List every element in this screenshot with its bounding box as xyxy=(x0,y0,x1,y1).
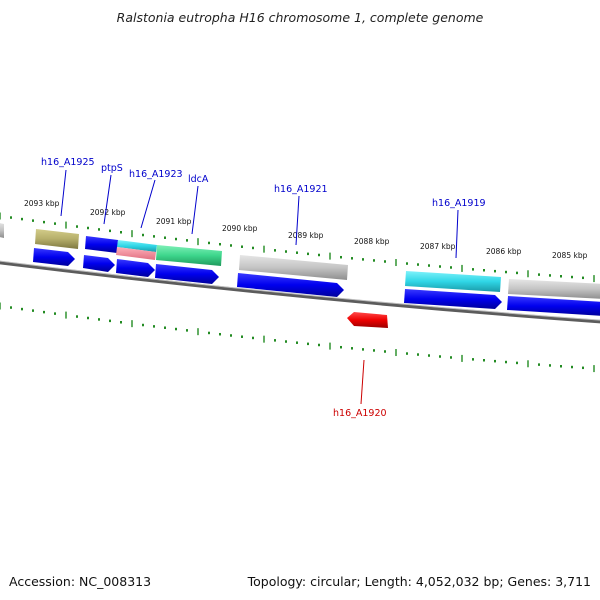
ruler-label-2087: 2087 kbp xyxy=(420,242,456,251)
inner-tick-row xyxy=(0,302,595,373)
leader-h16-A1921 xyxy=(295,195,300,246)
gene-arrow-h16-A1920[interactable] xyxy=(347,312,388,328)
leader-h16-A1920 xyxy=(360,359,365,405)
cds-arrow-h16-A1921[interactable] xyxy=(237,273,344,297)
cds-arrow-ptpS[interactable] xyxy=(83,255,115,272)
map-title: Ralstonia eutropha H16 chromosome 1, com… xyxy=(116,10,484,25)
ruler-label-2086: 2086 kbp xyxy=(486,247,522,256)
ruler-label-2089: 2089 kbp xyxy=(288,231,324,240)
cds-arrow-h16-A1923[interactable] xyxy=(116,259,155,277)
genome-summary-text: Topology: circular; Length: 4,052,032 bp… xyxy=(247,574,591,589)
chromosome-backbone xyxy=(0,260,600,324)
leader-h16-A1925 xyxy=(60,169,67,217)
feature-h16-A1919[interactable] xyxy=(405,271,501,292)
ruler-label-2093: 2093 kbp xyxy=(24,199,60,208)
feature-gray-edge[interactable] xyxy=(0,222,4,238)
ruler-label-2085: 2085 kbp xyxy=(552,251,588,260)
feature-h16-A1925[interactable] xyxy=(35,229,79,249)
leader-h16-A1919 xyxy=(455,209,459,259)
cds-arrow-ldcA[interactable] xyxy=(155,264,219,284)
ruler-label-2092: 2092 kbp xyxy=(90,208,126,217)
gene-label-h16-A1923[interactable]: h16_A1923 xyxy=(129,169,183,180)
gene-label-h16-A1925[interactable]: h16_A1925 xyxy=(41,157,95,168)
leader-ptpS xyxy=(103,174,112,225)
cds-arrow-h16-A1919[interactable] xyxy=(404,289,502,309)
gene-label-ldcA[interactable]: ldcA xyxy=(188,174,209,185)
gene-label-h16-A1921[interactable]: h16_A1921 xyxy=(274,184,328,195)
feature-ptpS[interactable] xyxy=(85,236,118,253)
leader-h16-A1923 xyxy=(140,179,156,229)
feature-h16-A1923-cyan[interactable] xyxy=(117,240,157,252)
gene-label-h16-A1920[interactable]: h16_A1920 xyxy=(333,408,387,419)
ruler-label-2090: 2090 kbp xyxy=(222,224,258,233)
feature-h16-A1923-pink[interactable] xyxy=(116,247,156,260)
feature-ldcA[interactable] xyxy=(156,245,222,266)
feature-gray-right[interactable] xyxy=(508,279,600,299)
outer-tick-row xyxy=(0,212,595,283)
ruler-label-2088: 2088 kbp xyxy=(354,237,390,246)
leader-ldcA xyxy=(191,185,199,235)
gene-label-ptpS[interactable]: ptpS xyxy=(101,163,123,174)
ruler-label-2091: 2091 kbp xyxy=(156,217,192,226)
feature-h16-A1921[interactable] xyxy=(239,255,348,280)
chromosome-backbone-highlight xyxy=(0,260,600,321)
cds-arrow-right[interactable] xyxy=(507,296,600,316)
gene-label-h16-A1919[interactable]: h16_A1919 xyxy=(432,198,486,209)
accession-text: Accession: NC_008313 xyxy=(9,574,152,589)
cds-arrow-h16-A1925[interactable] xyxy=(33,248,75,266)
